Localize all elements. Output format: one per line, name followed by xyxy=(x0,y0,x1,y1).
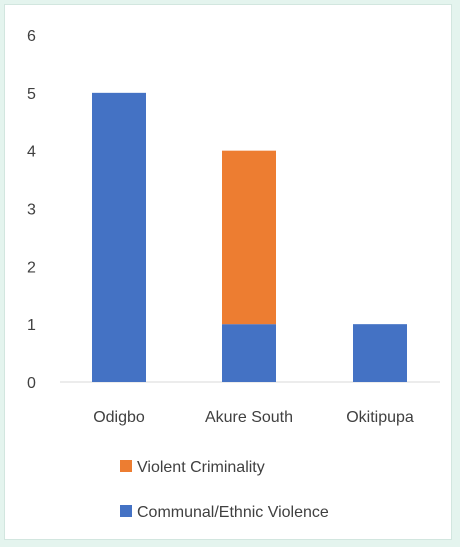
y-tick-label: 0 xyxy=(27,375,36,392)
category-label: Okitipupa xyxy=(346,409,414,426)
y-tick-label: 2 xyxy=(27,259,36,276)
category-label: Odigbo xyxy=(93,409,145,426)
legend-label: Communal/Ethnic Violence xyxy=(137,504,329,521)
y-tick-label: 4 xyxy=(27,144,36,161)
y-tick-labels: 0 1 2 3 4 5 6 xyxy=(27,28,36,392)
category-label: Akure South xyxy=(205,409,293,426)
y-tick-label: 5 xyxy=(27,86,36,103)
legend-swatch xyxy=(120,505,132,517)
legend-swatch xyxy=(120,460,132,472)
legend: Violent Criminality Communal/Ethnic Viole… xyxy=(120,459,329,521)
y-tick-label: 6 xyxy=(27,28,36,45)
category-labels: Odigbo Akure South Okitipupa xyxy=(93,409,414,426)
bar-akure-south-series-1 xyxy=(222,150,276,325)
y-tick-label: 1 xyxy=(27,317,36,334)
y-tick-label: 3 xyxy=(27,202,36,219)
bar-okitipupa-series-0 xyxy=(353,324,407,382)
bar-odigbo-series-0 xyxy=(92,92,146,382)
bar-akure-south-series-0 xyxy=(222,324,276,382)
legend-label: Violent Criminality xyxy=(137,459,265,476)
bars xyxy=(92,92,407,382)
